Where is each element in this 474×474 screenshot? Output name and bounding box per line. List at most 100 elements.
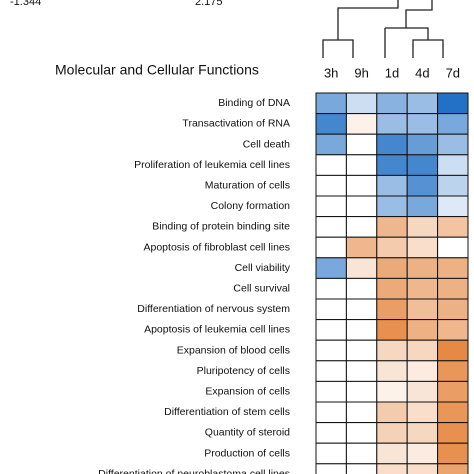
heat-cell [406, 422, 439, 444]
heat-cell [437, 236, 469, 259]
heat-cell [376, 401, 408, 424]
row-label: Transactivation of RNA [182, 118, 290, 130]
heat-cell [315, 319, 347, 341]
heat-cell [345, 298, 378, 321]
heat-cell [406, 339, 439, 362]
heat-cell [376, 236, 408, 259]
row-label: Apoptosis of leukemia cell lines [144, 324, 290, 336]
heat-cell [315, 174, 347, 197]
heat-cell [315, 442, 347, 465]
heat-cell [406, 442, 439, 465]
heat-cell [345, 113, 378, 135]
column-label: 7d [446, 65, 460, 80]
column-label: 9h [354, 65, 368, 80]
heat-cell [406, 92, 439, 115]
heat-cell [345, 216, 378, 238]
heat-cell [315, 339, 347, 362]
heat-cell [437, 257, 469, 279]
heat-cell [376, 360, 408, 382]
row-label: Quantity of steroid [205, 427, 290, 439]
heat-cell [437, 380, 469, 403]
heat-cell [376, 442, 408, 465]
heat-cell [345, 401, 378, 424]
heat-cell [406, 360, 439, 382]
heat-cell [315, 236, 347, 259]
heat-cell [345, 236, 378, 259]
column-label: 4d [415, 65, 429, 80]
heat-cell [315, 113, 347, 135]
heat-cell [315, 380, 347, 403]
heat-cell [406, 174, 439, 197]
heat-cell [406, 257, 439, 279]
heat-cell [376, 319, 408, 341]
heat-cell [437, 442, 469, 465]
heat-cell [315, 360, 347, 382]
row-label: Expansion of blood cells [177, 344, 290, 356]
heat-cell [376, 133, 408, 156]
row-label: Pluripotency of cells [197, 365, 290, 377]
heat-cell [437, 92, 469, 115]
heat-cell [315, 216, 347, 238]
heat-cell [315, 298, 347, 321]
dendrogram-branch [322, 0, 399, 58]
row-label: Differentiation of neuroblastoma cell li… [98, 468, 290, 474]
heat-cell [315, 463, 347, 474]
heat-cell [376, 463, 408, 474]
heat-cell [376, 257, 408, 279]
heat-cell [406, 463, 439, 474]
heat-cell [315, 277, 347, 300]
legend-min: -1.344 [10, 0, 41, 8]
row-label: Binding of DNA [218, 97, 290, 109]
heat-cell [437, 339, 469, 362]
heat-cell [315, 154, 347, 176]
column-label: 1d [385, 65, 399, 80]
row-label: Differentiation of stem cells [164, 406, 290, 418]
heat-cell [315, 257, 347, 279]
heat-cell [376, 154, 408, 176]
heat-cell [437, 463, 469, 474]
dendrogram-branch [384, 0, 444, 58]
row-label: Maturation of cells [205, 179, 290, 191]
row-label: Production of cells [204, 447, 290, 459]
row-label: Proliferation of leukemia cell lines [134, 159, 290, 171]
heat-cell [376, 174, 408, 197]
heat-cell [315, 401, 347, 424]
heat-cell [315, 422, 347, 444]
legend-max: 2.175 [195, 0, 223, 8]
heat-cell [376, 422, 408, 444]
row-label: Cell survival [233, 282, 290, 294]
heat-cell [406, 298, 439, 321]
heat-cell [345, 257, 378, 279]
heat-cell [345, 463, 378, 474]
chart-title: Molecular and Cellular Functions [55, 62, 259, 78]
heat-cell [376, 113, 408, 135]
heat-cell [315, 92, 347, 115]
heat-cell [406, 277, 439, 300]
heat-cell [406, 133, 439, 156]
heat-cell [376, 298, 408, 321]
heat-cell [345, 92, 378, 115]
heat-cell [345, 339, 378, 362]
heat-cell [406, 380, 439, 403]
heat-cell [437, 154, 469, 176]
heat-cell [315, 195, 347, 218]
heat-cell [345, 154, 378, 176]
heat-cell [437, 277, 469, 300]
heat-cell [345, 319, 378, 341]
heat-cell [437, 216, 469, 238]
column-label: 3h [324, 65, 338, 80]
row-label: Cell viability [235, 262, 291, 274]
heat-cell [437, 360, 469, 382]
row-label: Colony formation [211, 200, 291, 212]
heat-cell [376, 339, 408, 362]
heat-cell [376, 195, 408, 218]
row-label: Binding of protein binding site [152, 221, 290, 233]
heat-cell [406, 113, 439, 135]
heat-cell [376, 92, 408, 115]
heat-cell [376, 380, 408, 403]
heat-cell [345, 174, 378, 197]
row-label: Expansion of cells [205, 385, 290, 397]
heat-cell [437, 422, 469, 444]
heat-cell [315, 133, 347, 156]
